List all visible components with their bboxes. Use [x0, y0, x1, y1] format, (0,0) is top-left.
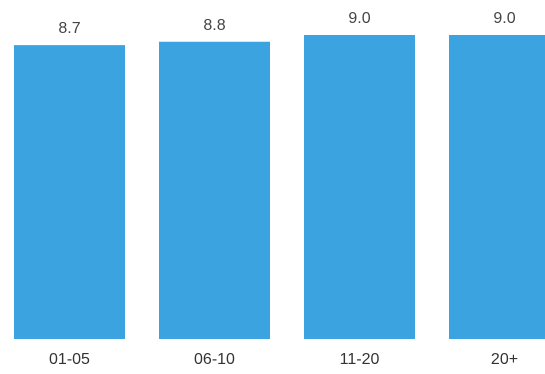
bar-20+	[449, 35, 545, 339]
category-label: 20+	[491, 351, 518, 368]
bar-value-label: 9.0	[348, 10, 370, 27]
bar-value-label: 8.8	[203, 17, 225, 34]
bar-value-label: 8.7	[58, 20, 80, 37]
bar-value-label: 9.0	[493, 10, 515, 27]
bar-11-20	[304, 35, 415, 339]
bar-06-10	[159, 41, 270, 339]
category-label: 11-20	[340, 351, 380, 368]
category-label: 01-05	[49, 351, 90, 368]
category-label: 06-10	[194, 351, 235, 368]
bar-01-05	[14, 45, 125, 340]
